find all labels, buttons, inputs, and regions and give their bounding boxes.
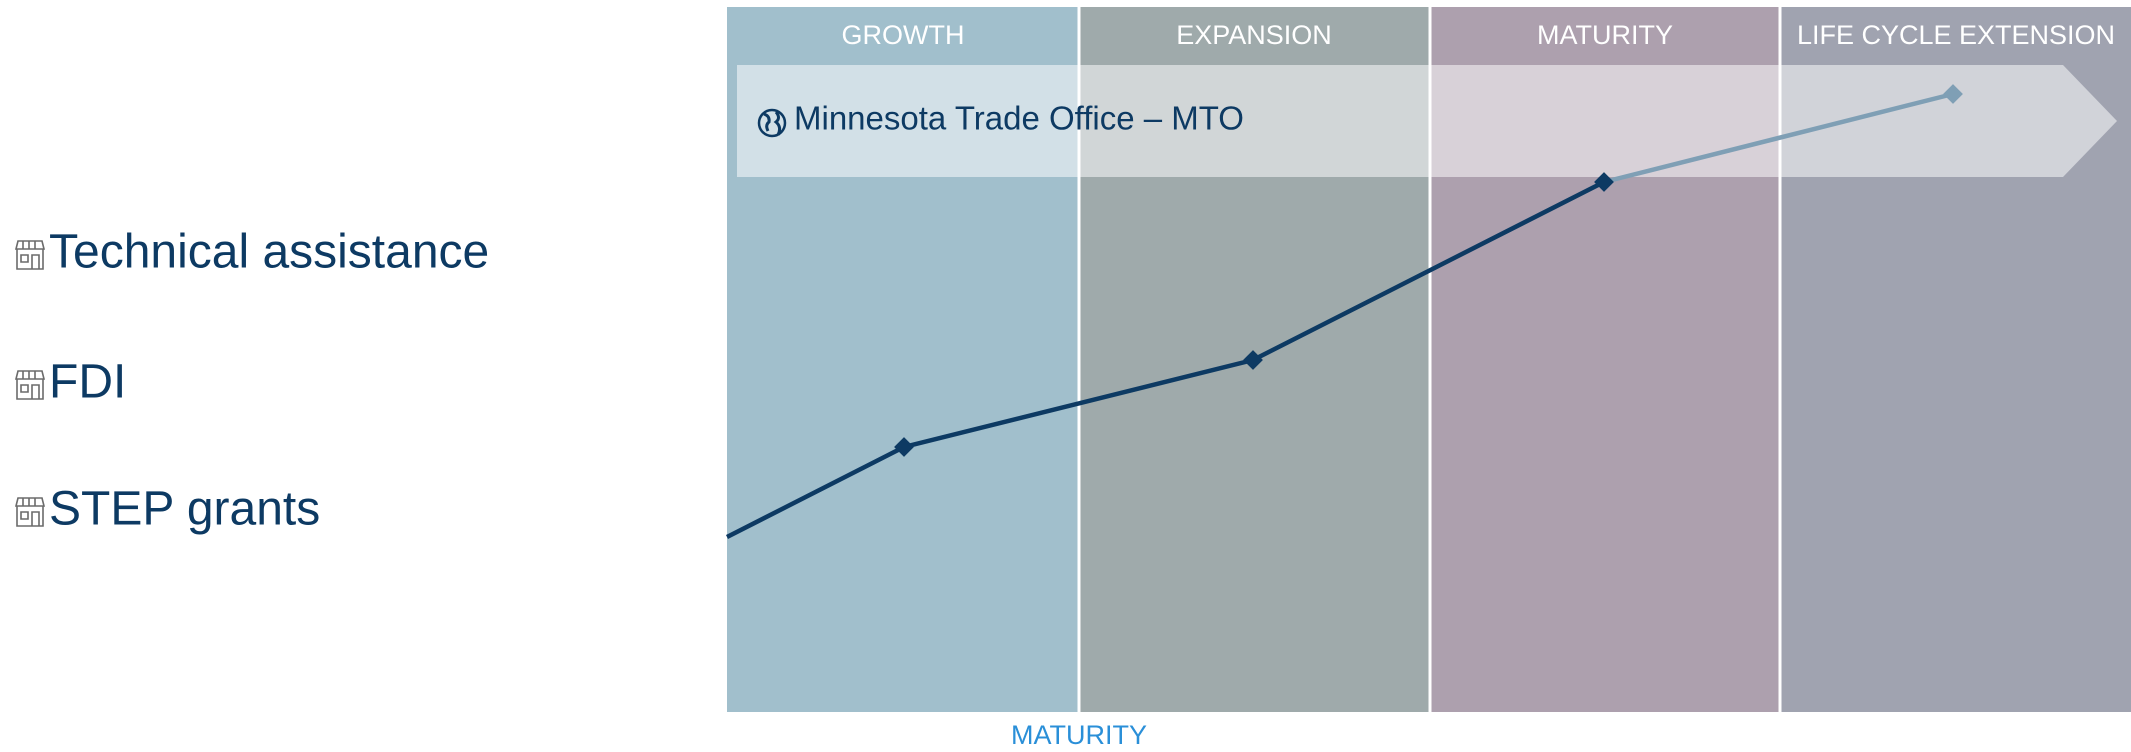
stage-header: EXPANSION bbox=[1176, 20, 1332, 50]
services-list: Technical assistance FDI STEP grants bbox=[14, 226, 489, 536]
program-label: Minnesota Trade Office – MTO bbox=[794, 100, 1244, 137]
stage-header: GROWTH bbox=[842, 20, 965, 50]
store-icon-shape bbox=[14, 370, 46, 400]
stage-header: LIFE CYCLE EXTENSION bbox=[1797, 20, 2115, 50]
store-icon-shape bbox=[14, 240, 46, 270]
store-icon bbox=[14, 497, 46, 527]
axis-label: MATURITY bbox=[1011, 720, 1147, 750]
stage-header: MATURITY bbox=[1537, 20, 1673, 50]
service-item: Technical assistance bbox=[49, 226, 489, 279]
marker bbox=[894, 437, 914, 457]
store-icon-shape bbox=[14, 497, 46, 527]
marker bbox=[1943, 84, 1963, 104]
service-item: FDI bbox=[49, 356, 126, 409]
globe-icon bbox=[757, 108, 787, 138]
trend-line-projected bbox=[1603, 91, 1954, 185]
marker bbox=[1243, 350, 1263, 370]
service-item: STEP grants bbox=[49, 483, 320, 536]
store-icon bbox=[14, 240, 46, 270]
program-arrow bbox=[737, 65, 2117, 177]
marker bbox=[1594, 172, 1614, 192]
trend-line bbox=[725, 179, 1606, 540]
store-icon bbox=[14, 370, 46, 400]
